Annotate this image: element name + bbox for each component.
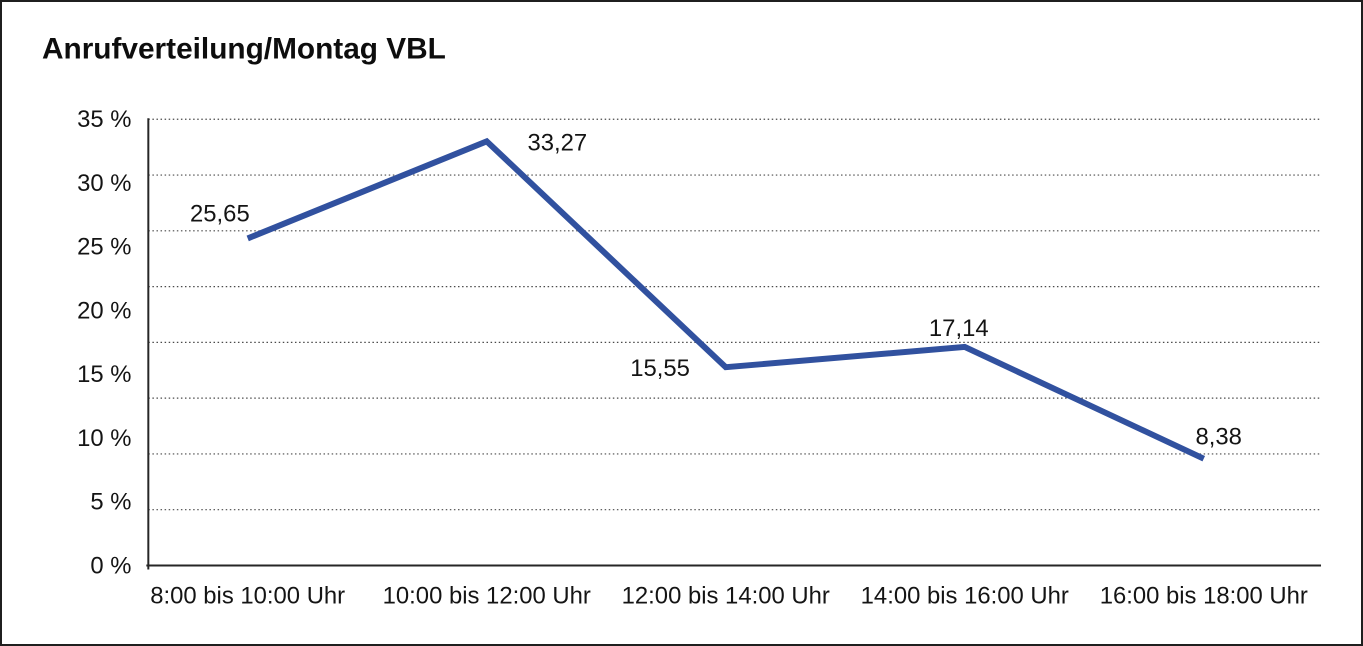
y-tick-label: 25 % xyxy=(77,234,131,261)
series-line xyxy=(246,137,1206,462)
y-tick-label: 35 % xyxy=(77,106,131,133)
data-value-label: 17,14 xyxy=(929,315,989,342)
x-category-label: 10:00 bis 12:00 Uhr xyxy=(383,582,591,609)
y-tick-label: 0 % xyxy=(90,552,131,579)
y-tick-label: 10 % xyxy=(77,425,131,452)
data-value-label: 8,38 xyxy=(1195,424,1241,451)
data-value-labels: 25,65 33,27 15,55 17,14 8,38 xyxy=(190,129,1242,450)
y-tick-label: 15 % xyxy=(77,361,131,388)
data-value-label: 33,27 xyxy=(527,129,587,156)
y-tick-label: 20 % xyxy=(77,297,131,324)
x-category-label: 16:00 bis 18:00 Uhr xyxy=(1100,582,1308,609)
y-tick-label: 5 % xyxy=(90,489,131,516)
data-value-label: 25,65 xyxy=(190,201,250,228)
x-category-label: 14:00 bis 16:00 Uhr xyxy=(861,582,1069,609)
data-series-group xyxy=(246,137,1206,462)
data-value-label: 15,55 xyxy=(630,355,690,382)
x-category-label: 12:00 bis 14:00 Uhr xyxy=(622,582,830,609)
y-axis-tick-labels: 35 % 30 % 25 % 20 % 15 % 10 % 5 % 0 % xyxy=(77,106,131,579)
chart-title: Anrufverteilung/Montag VBL xyxy=(42,33,446,66)
gridlines-group xyxy=(148,118,1322,511)
x-category-label: 8:00 bis 10:00 Uhr xyxy=(150,582,345,609)
x-axis-category-labels: 8:00 bis 10:00 Uhr 10:00 bis 12:00 Uhr 12:… xyxy=(150,582,1308,609)
y-tick-label: 30 % xyxy=(77,170,131,197)
